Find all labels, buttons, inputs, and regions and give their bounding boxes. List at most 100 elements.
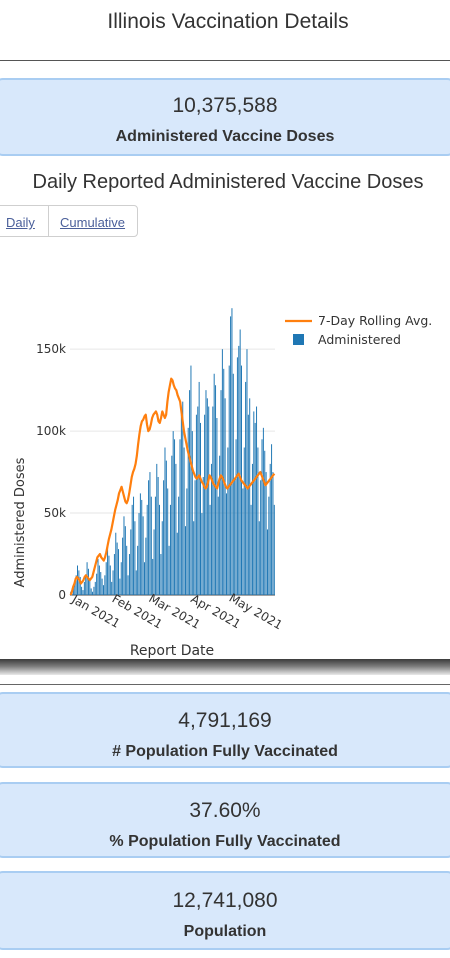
administered-bar bbox=[79, 576, 81, 595]
administered-bar bbox=[273, 504, 275, 595]
administered-bar bbox=[231, 308, 233, 595]
administered-bar bbox=[146, 504, 148, 595]
administered-bar bbox=[113, 554, 115, 595]
administered-bar bbox=[135, 570, 137, 595]
administered-bar bbox=[260, 480, 262, 595]
administered-bar bbox=[204, 414, 206, 595]
administered-bar bbox=[92, 591, 94, 595]
administered-bar bbox=[118, 549, 119, 595]
administered-bar bbox=[208, 406, 210, 595]
administered-bar bbox=[195, 414, 197, 595]
administered-doses-label: Administered Vaccine Doses bbox=[115, 128, 335, 145]
legend-label: Administered bbox=[318, 332, 401, 347]
administered-bar bbox=[119, 578, 121, 595]
administered-bar bbox=[116, 542, 118, 595]
administered-bar bbox=[174, 439, 176, 595]
administered-bar bbox=[176, 532, 178, 595]
administered-bar bbox=[197, 406, 199, 595]
administered-bar bbox=[247, 414, 249, 595]
administered-bar bbox=[168, 545, 170, 595]
administered-bar bbox=[200, 422, 201, 595]
administered-bar bbox=[75, 575, 77, 595]
administered-bar bbox=[264, 450, 266, 595]
administered-bar bbox=[187, 427, 189, 595]
administered-bar bbox=[89, 580, 91, 595]
administered-bar bbox=[242, 488, 244, 595]
administered-bar bbox=[261, 439, 263, 595]
administered-bar bbox=[164, 447, 166, 595]
administered-bar bbox=[161, 521, 163, 595]
administered-bar bbox=[145, 537, 147, 595]
administered-bar bbox=[169, 504, 171, 595]
administered-bar bbox=[126, 545, 128, 595]
administered-bar bbox=[258, 521, 260, 595]
administered-bar bbox=[115, 532, 117, 595]
administered-bar bbox=[107, 545, 109, 595]
administered-bar bbox=[179, 439, 181, 595]
administered-bar bbox=[186, 488, 188, 595]
legend-label: 7-Day Rolling Avg. bbox=[318, 313, 432, 328]
y-tick-label: 100k bbox=[36, 424, 66, 438]
administered-bar bbox=[131, 504, 133, 595]
administered-bar bbox=[191, 431, 193, 595]
administered-bar bbox=[221, 349, 223, 595]
administered-bar bbox=[250, 504, 252, 595]
section-divider bbox=[0, 684, 450, 685]
administered-bar bbox=[154, 496, 156, 595]
administered-bar bbox=[159, 504, 160, 595]
administered-bar bbox=[251, 463, 253, 595]
administered-bar bbox=[193, 521, 195, 595]
tab-cumulative[interactable]: Cumulative bbox=[60, 215, 126, 230]
administered-bar bbox=[253, 411, 255, 595]
administered-bar bbox=[160, 554, 162, 595]
administered-bar bbox=[152, 558, 154, 595]
percent-vaccinated-label: % Population Fully Vaccinated bbox=[109, 833, 341, 850]
fully-vaccinated-value: 4,791,169 bbox=[178, 709, 272, 732]
section-shadow bbox=[0, 659, 450, 675]
administered-bar bbox=[202, 477, 204, 595]
administered-bar bbox=[206, 398, 208, 595]
rolling-avg-line bbox=[69, 377, 276, 596]
administered-bar bbox=[172, 431, 174, 595]
chart-heading: Daily Reported Administered Vaccine Dose… bbox=[32, 171, 424, 193]
administered-bar bbox=[130, 529, 132, 595]
administered-bar bbox=[201, 513, 203, 595]
administered-bar bbox=[105, 562, 107, 595]
administered-bar bbox=[150, 496, 152, 595]
administered-bar bbox=[232, 373, 234, 595]
administered-bar bbox=[74, 580, 76, 595]
percent-vaccinated-value: 37.60% bbox=[189, 799, 261, 822]
page-title: Illinois Vaccination Details bbox=[107, 10, 349, 33]
administered-bar bbox=[228, 365, 230, 595]
administered-bar bbox=[111, 581, 113, 595]
chart-view-tabs: Daily Cumulative bbox=[0, 205, 138, 237]
administered-bar bbox=[156, 463, 158, 595]
administered-bar bbox=[78, 570, 80, 595]
administered-bar bbox=[101, 578, 103, 595]
tab-daily[interactable]: Daily bbox=[6, 215, 35, 230]
y-tick-label: 0 bbox=[58, 588, 66, 602]
administered-bar bbox=[271, 444, 273, 595]
administered-bar bbox=[124, 526, 126, 595]
administered-bar bbox=[142, 516, 144, 595]
administered-bar bbox=[227, 447, 229, 595]
fully-vaccinated-card: 4,791,169 # Population Fully Vaccinated bbox=[0, 692, 450, 768]
administered-bar bbox=[180, 414, 182, 595]
administered-bar bbox=[90, 588, 92, 595]
administered-bar bbox=[220, 390, 222, 595]
administered-bar bbox=[212, 406, 214, 595]
administered-bar bbox=[225, 493, 227, 595]
administered-bar bbox=[87, 568, 89, 595]
administered-bar bbox=[190, 365, 192, 595]
administered-bar bbox=[205, 390, 207, 595]
administered-bar bbox=[138, 513, 140, 595]
administered-bar bbox=[215, 385, 217, 595]
administered-bar bbox=[128, 554, 130, 595]
administered-bar bbox=[94, 581, 96, 595]
x-axis-title: Report Date bbox=[130, 643, 214, 659]
administered-bar bbox=[272, 472, 274, 595]
administered-bar bbox=[182, 401, 184, 595]
administered-bar bbox=[143, 562, 145, 595]
administered-bar bbox=[104, 575, 106, 595]
